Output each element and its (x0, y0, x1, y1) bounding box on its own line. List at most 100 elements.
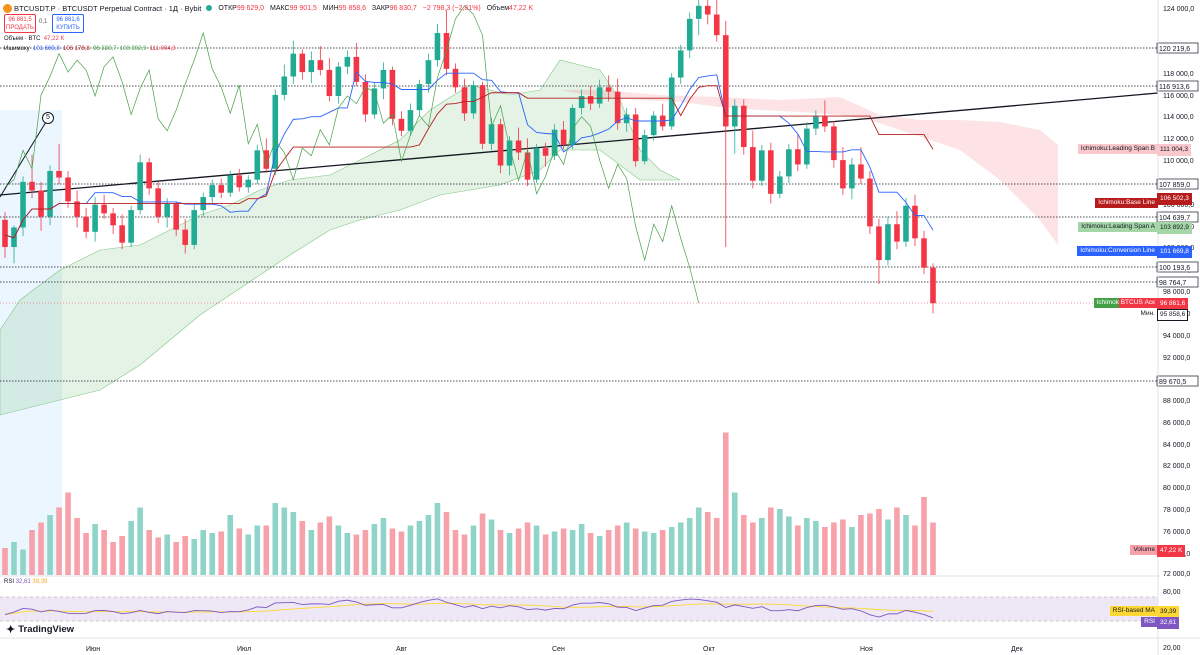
candle-body (704, 5, 711, 15)
time-axis-label: Авг (396, 646, 407, 653)
volume-bar (101, 530, 107, 575)
candle-body (759, 150, 765, 181)
volume-legend[interactable]: Объем · BTC 47,22 K (4, 36, 65, 42)
candle-body (218, 185, 225, 193)
candle-body (380, 69, 387, 89)
volume-bar (380, 518, 387, 575)
volume-bar (110, 542, 116, 575)
candle-body (903, 205, 909, 242)
rsi-band (0, 597, 1158, 621)
price-axis-label: 88 000,0 (1163, 398, 1190, 405)
candle-body (416, 84, 423, 111)
volume-bar (930, 522, 936, 575)
volume-bar (425, 515, 432, 575)
candle-body (137, 162, 143, 211)
price-axis-label: 106 000,0 (1163, 202, 1194, 209)
time-axis-label: Ноя (860, 646, 873, 653)
volume-bar (614, 525, 621, 575)
candle-body (2, 219, 8, 248)
candle-body (353, 56, 360, 82)
level-price-label: 100 193,6 (1159, 265, 1190, 272)
volume-bar (731, 492, 738, 575)
candle-body (317, 60, 324, 70)
volume-bar (398, 531, 405, 575)
volume-bar (371, 524, 378, 575)
candle-body (128, 210, 134, 243)
buy-button[interactable]: 96 861,6 КУПИТЬ (52, 14, 84, 33)
candle-body (335, 66, 342, 97)
volume-bar (894, 507, 900, 575)
volume-bar (741, 515, 747, 575)
volume-bar (443, 512, 450, 575)
volume-bar (281, 507, 288, 575)
candle-body (569, 107, 576, 145)
candle-body (912, 205, 918, 239)
candle-body (578, 96, 585, 108)
candle-body (750, 147, 756, 181)
tradingview-mark-icon: ✦ (6, 624, 16, 636)
rsi-line (4, 598, 934, 619)
volume-bar (362, 530, 369, 575)
candle-body (83, 216, 89, 232)
candle-body (822, 116, 828, 127)
candle-body (722, 35, 729, 127)
level-price-label: 107 859,0 (1159, 182, 1190, 189)
candle-body (849, 164, 855, 189)
candle-body (398, 118, 405, 131)
candle-body (632, 114, 639, 162)
price-conversion-line: 101 669,8 (1157, 246, 1192, 258)
volume-bar (254, 525, 261, 575)
volume-bar (308, 530, 315, 575)
tag-rsi-ma: RSI-based MA (1109, 606, 1158, 616)
level-price-tag (1156, 178, 1199, 190)
volume-bar (65, 492, 71, 575)
trend-line (0, 92, 1159, 196)
time-axis-label: Окт (703, 646, 716, 653)
rsi-legend[interactable]: RSI 32,61 39,39 (4, 579, 48, 585)
level-price-label: 104 639,7 (1159, 215, 1190, 222)
volume-bar (912, 525, 918, 575)
tradingview-logo[interactable]: ✦ TradingView (6, 624, 75, 636)
volume-bar (713, 518, 720, 575)
symbol-title[interactable]: BTCUSDT.P · BTCUSDT Perpetual Contract ·… (14, 3, 202, 13)
ohlc-values: ОТКР99 629,0 МАКС99 901,5 МИН95 858,6 ЗА… (218, 4, 534, 12)
volume-bar (11, 542, 17, 575)
volume-bar (137, 507, 143, 575)
candle-body (470, 85, 477, 114)
candle-body (831, 126, 837, 161)
volume-bar (146, 530, 152, 575)
sell-button[interactable]: 96 861,5 ПРОДАТЬ (4, 14, 36, 33)
volume-bar (272, 503, 279, 575)
volume-bar (831, 522, 837, 575)
candle-body (623, 114, 630, 124)
volume-bar (569, 530, 576, 575)
candle-body (371, 88, 378, 115)
candle-body (65, 177, 71, 202)
candle-body (407, 110, 414, 131)
ichimoku-legend[interactable]: Ишимоку 101 669,8 106 178,8 96 830,7 103… (4, 46, 176, 52)
candle-body (155, 188, 161, 217)
volume-bar (353, 534, 360, 575)
market-status-icon (206, 5, 213, 11)
tag-leading-span-a: Ichimoku:Leading Span A (1078, 222, 1158, 232)
volume-bar (200, 530, 207, 575)
candle-body (804, 128, 810, 165)
candle-body (389, 69, 396, 119)
price-axis-label: 78 000,0 (1163, 507, 1190, 514)
volume-bar (668, 527, 675, 575)
candle-body (461, 87, 468, 114)
volume-bar (434, 503, 441, 575)
candle-body (768, 150, 774, 194)
tag-lagging-span: Ichimoku:L (1093, 298, 1131, 308)
volume-bar (83, 533, 89, 575)
price-axis-label: 82 000,0 (1163, 463, 1190, 470)
price-low: 95 858,6 (1157, 309, 1189, 321)
volume-bar (317, 522, 324, 575)
candle-body (786, 149, 792, 177)
volume-bar (768, 507, 774, 575)
volume-bar (903, 515, 909, 575)
elliott-wave-label[interactable]: 5 (42, 112, 54, 124)
volume-bar (813, 521, 819, 575)
volume-bar (290, 512, 297, 575)
